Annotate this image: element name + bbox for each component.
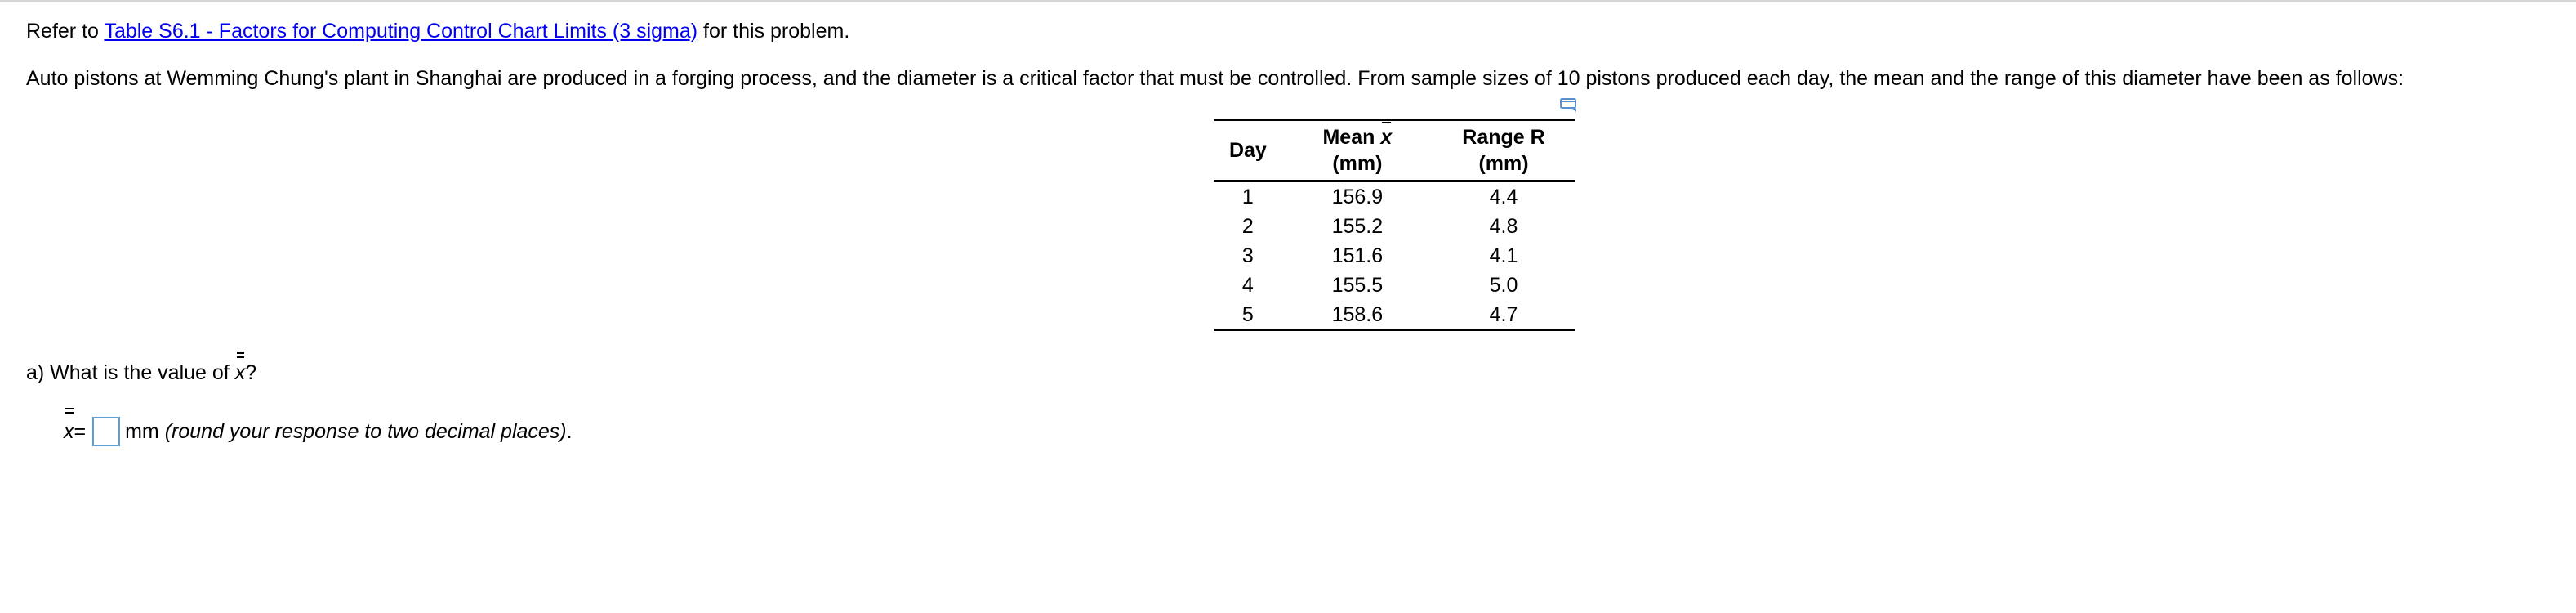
cell-range: 4.4 bbox=[1489, 186, 1518, 208]
header-day: Day bbox=[1228, 139, 1267, 162]
header-range-label: Range R bbox=[1462, 126, 1545, 149]
cell-day: 2 bbox=[1241, 215, 1254, 238]
table-row: 3 151.6 4.1 bbox=[1214, 241, 1575, 271]
cell-day: 3 bbox=[1241, 244, 1254, 267]
x-bar-symbol: x bbox=[1380, 122, 1393, 149]
cell-range: 4.7 bbox=[1489, 303, 1518, 326]
cell-range: 4.1 bbox=[1489, 244, 1518, 267]
piston-data-table: Day Mean x (mm) Range R (mm) 1 156.9 4.4 2… bbox=[1214, 119, 1575, 331]
header-range-unit: (mm) bbox=[1478, 152, 1529, 175]
cell-day: 1 bbox=[1241, 186, 1254, 208]
reference-prefix: Refer to bbox=[26, 20, 105, 43]
table-row: 1 156.9 4.4 bbox=[1214, 181, 1575, 213]
table-row: 5 158.6 4.7 bbox=[1214, 300, 1575, 330]
cell-mean: 155.5 bbox=[1331, 274, 1384, 297]
answer-hint: (round your response to two decimal plac… bbox=[164, 420, 567, 443]
header-mean-label: Mean bbox=[1322, 126, 1381, 149]
cell-day: 4 bbox=[1241, 274, 1254, 297]
reference-line: Refer to Table S6.1 - Factors for Comput… bbox=[26, 18, 849, 44]
table-row: 4 155.5 5.0 bbox=[1214, 271, 1575, 300]
header-mean: Mean x (mm) bbox=[1282, 120, 1433, 181]
cell-mean: 156.9 bbox=[1331, 186, 1384, 208]
table-s6-1-link[interactable]: Table S6.1 - Factors for Computing Contr… bbox=[104, 20, 698, 43]
expand-table-icon[interactable] bbox=[1560, 98, 1578, 113]
table-header-row: Day Mean x (mm) Range R (mm) bbox=[1214, 120, 1575, 181]
problem-intro: Auto pistons at Wemming Chung's plant in… bbox=[26, 67, 2404, 90]
cell-range: 5.0 bbox=[1489, 274, 1518, 297]
cell-mean: 158.6 bbox=[1331, 303, 1384, 326]
question-a-prefix: a) What is the value of bbox=[26, 361, 235, 384]
cell-range: 4.8 bbox=[1489, 215, 1518, 238]
cell-mean: 155.2 bbox=[1331, 215, 1384, 238]
answer-input[interactable] bbox=[92, 417, 121, 446]
x-double-bar-symbol: x bbox=[234, 352, 246, 384]
answer-end: . bbox=[566, 420, 573, 443]
header-mean-unit: (mm) bbox=[1332, 152, 1383, 175]
data-table-container: Day Mean x (mm) Range R (mm) 1 156.9 4.4 2… bbox=[1214, 119, 1575, 331]
table-row: 2 155.2 4.8 bbox=[1214, 212, 1575, 241]
answer-equals: = bbox=[74, 420, 87, 443]
cell-day: 5 bbox=[1241, 303, 1254, 326]
answer-unit: mm bbox=[125, 420, 159, 443]
reference-suffix: for this problem. bbox=[697, 20, 850, 43]
question-a: a) What is the value of x? bbox=[26, 352, 257, 386]
header-range: Range R (mm) bbox=[1433, 120, 1575, 181]
question-a-suffix: ? bbox=[245, 361, 257, 384]
cell-mean: 151.6 bbox=[1331, 244, 1384, 267]
answer-x-double-bar-symbol: x bbox=[64, 408, 74, 448]
answer-line: x = mm (round your response to two decim… bbox=[64, 408, 573, 448]
top-divider bbox=[0, 0, 2576, 2]
